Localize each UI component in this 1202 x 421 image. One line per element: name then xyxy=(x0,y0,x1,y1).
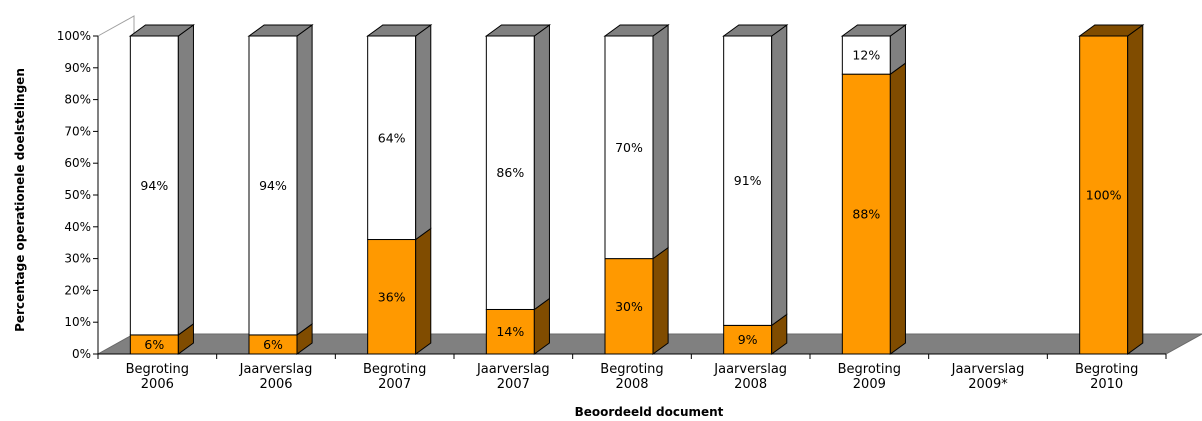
bar-2-series-0-side xyxy=(415,227,432,355)
data-label-4-series-1: 70% xyxy=(615,140,643,155)
bar-5-series-1-top xyxy=(722,24,789,37)
x-tick-label-4-line-1: 2008 xyxy=(615,377,648,392)
x-tick-label-5-line-1: 2008 xyxy=(734,377,767,392)
bar-0-series-1-top xyxy=(128,24,195,37)
x-axis-title: Beoordeeld document xyxy=(575,405,724,419)
y-tick-label-1: 10% xyxy=(64,315,91,329)
side-wall xyxy=(97,15,135,355)
bar-5-series-0-front xyxy=(723,324,773,355)
bar-3-series-0-front xyxy=(485,308,535,355)
bar-6-series-0-side xyxy=(889,62,906,355)
x-tick-label-7: Jaarverslag 2009* xyxy=(951,362,1025,392)
bar-1-series-1-side xyxy=(296,24,313,336)
data-label-2-series-1: 64% xyxy=(378,130,406,145)
x-tick-label-0: Begroting 2006 xyxy=(126,362,189,392)
data-label-3-series-0: 14% xyxy=(496,324,524,339)
y-tick-label-9: 90% xyxy=(64,61,91,75)
x-tick-label-6-line-0: Begroting xyxy=(838,362,901,377)
y-tick-label-3: 30% xyxy=(64,252,91,266)
bar-5-series-1-side xyxy=(771,24,788,327)
bar-0-series-1-front xyxy=(129,35,179,336)
y-tick-label-2: 20% xyxy=(64,283,91,297)
bar-3-series-1-top xyxy=(484,24,551,37)
bars-group: 6% 94% 6% 94% 36% 64% 14% 86% 30% 70% 9% 91% 88% 12% 1… xyxy=(128,24,1145,355)
data-label-1-series-1: 94% xyxy=(259,178,287,193)
y-tick-label-8: 80% xyxy=(64,93,91,107)
bar-6-series-1-top xyxy=(840,24,907,37)
x-tick-label-6-line-1: 2009 xyxy=(853,377,886,392)
bar-5-series-1-front xyxy=(723,35,773,326)
x-tick-label-8: Begroting 2010 xyxy=(1075,362,1138,392)
x-tick-label-0-line-1: 2006 xyxy=(141,377,174,392)
bar-3-series-1-side xyxy=(533,24,550,311)
data-label-6-series-0: 88% xyxy=(852,207,880,222)
x-tick-label-7-line-0: Jaarverslag xyxy=(951,362,1025,377)
bar-1-series-1-front xyxy=(248,35,298,336)
axes-group: 0% 10% 20% 30% 40% 50% 60% 70% 80% 90% 100% Begroti… xyxy=(57,29,1167,392)
bar-0-series-1-side xyxy=(177,24,194,336)
bar-4-series-1-side xyxy=(652,24,669,260)
x-tick-label-3-line-1: 2007 xyxy=(497,377,530,392)
bar-8-series-0-top xyxy=(1078,24,1145,37)
bar-2-series-1-top xyxy=(366,24,433,37)
x-tick-label-3-line-0: Jaarverslag xyxy=(476,362,550,377)
bar-6-series-0-front xyxy=(841,73,891,355)
bar-4-series-0-side xyxy=(652,246,669,355)
x-tick-label-7-line-1: 2009* xyxy=(968,377,1008,392)
bar-4-series-1-top xyxy=(603,24,670,37)
y-tick-label-6: 60% xyxy=(64,156,91,170)
y-tick-label-0: 0% xyxy=(72,347,91,361)
x-tick-label-8-line-1: 2010 xyxy=(1090,377,1123,392)
y-tick-label-5: 50% xyxy=(64,188,91,202)
x-tick-label-6: Begroting 2009 xyxy=(838,362,901,392)
x-tick-label-8-line-0: Begroting xyxy=(1075,362,1138,377)
bar-2-series-1-side xyxy=(415,24,432,241)
bar-1-series-1-top xyxy=(247,24,314,37)
data-label-3-series-1: 86% xyxy=(496,165,524,180)
x-tick-label-4-line-0: Begroting xyxy=(600,362,663,377)
x-tick-label-1-line-1: 2006 xyxy=(259,377,292,392)
x-tick-label-3: Jaarverslag 2007 xyxy=(476,362,550,392)
x-tick-label-5-line-0: Jaarverslag xyxy=(713,362,787,377)
bar-4-series-0-front xyxy=(604,258,654,355)
data-label-6-series-1: 12% xyxy=(852,48,880,63)
data-label-5-series-0: 9% xyxy=(738,332,758,347)
x-tick-label-2: Begroting 2007 xyxy=(363,362,426,392)
x-tick-label-4: Begroting 2008 xyxy=(600,362,663,392)
x-tick-label-5: Jaarverslag 2008 xyxy=(713,362,787,392)
y-axis-title: Percentage operationele doelstelingen xyxy=(13,68,27,332)
x-tick-label-2-line-1: 2007 xyxy=(378,377,411,392)
data-label-0-series-1: 94% xyxy=(140,178,168,193)
data-label-8-series-0: 100% xyxy=(1086,188,1122,203)
x-tick-label-0-line-0: Begroting xyxy=(126,362,189,377)
data-label-5-series-1: 91% xyxy=(734,173,762,188)
bar-3-series-1-front xyxy=(485,35,535,310)
y-tick-label-10: 100% xyxy=(57,29,91,43)
data-label-0-series-0: 6% xyxy=(144,337,164,352)
x-tick-label-2-line-0: Begroting xyxy=(363,362,426,377)
y-tick-label-4: 40% xyxy=(64,220,91,234)
bar-6-series-1-front xyxy=(841,35,891,75)
y-tick-label-7: 70% xyxy=(64,124,91,138)
x-tick-label-1-line-0: Jaarverslag xyxy=(239,362,313,377)
x-tick-label-1: Jaarverslag 2006 xyxy=(239,362,313,392)
data-label-1-series-0: 6% xyxy=(263,337,283,352)
bar-8-series-0-side xyxy=(1127,24,1144,355)
data-label-2-series-0: 36% xyxy=(378,289,406,304)
data-label-4-series-0: 30% xyxy=(615,299,643,314)
bar-2-series-1-front xyxy=(367,35,417,241)
